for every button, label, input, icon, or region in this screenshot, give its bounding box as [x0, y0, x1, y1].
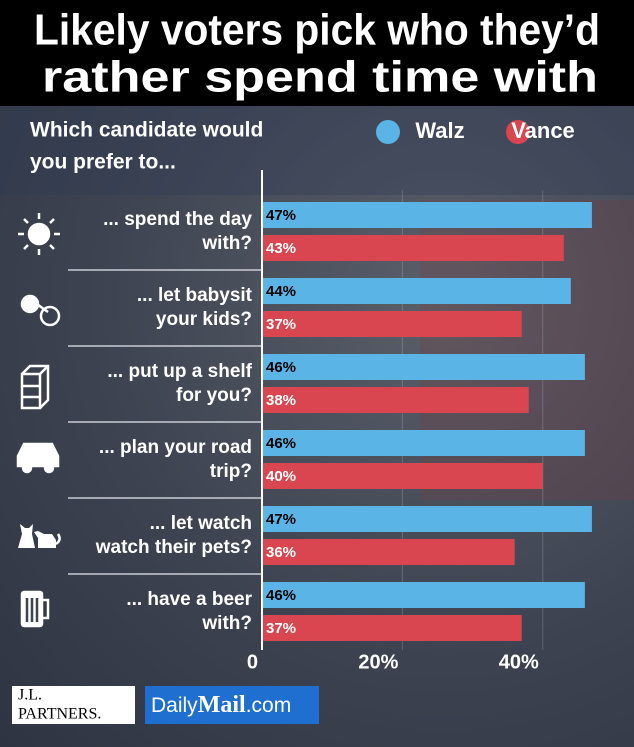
bar — [262, 539, 515, 565]
bar — [262, 506, 592, 532]
bar — [262, 463, 543, 489]
value-label: 46% — [266, 587, 296, 604]
value-label: 38% — [266, 392, 296, 409]
value-label: 37% — [266, 316, 296, 333]
icons — [16, 213, 61, 628]
bar — [262, 202, 592, 228]
pollster-logo — [12, 686, 135, 724]
x-tick-label: 40% — [499, 651, 539, 673]
outlet-part: Mail — [198, 692, 246, 718]
category-label: with? — [201, 233, 252, 254]
value-label: 46% — [266, 359, 296, 376]
subtitle: you prefer to... — [30, 151, 176, 174]
subtitle: Which candidate would — [30, 119, 263, 142]
value-label: 46% — [266, 435, 296, 452]
category-label: ... plan your road — [99, 437, 252, 458]
legend-swatch — [506, 120, 530, 144]
category-label: ... spend the day — [103, 209, 252, 230]
bar — [262, 430, 585, 456]
value-label: 47% — [266, 511, 296, 528]
bar — [262, 582, 585, 608]
category-label: ... let watch — [150, 513, 252, 534]
outlet-part: Daily — [151, 694, 198, 717]
category-label: watch their pets? — [95, 537, 252, 558]
outlet-part: .com — [246, 694, 292, 717]
value-label: 36% — [266, 544, 296, 561]
category-label: trip? — [210, 461, 252, 482]
value-label: 40% — [266, 468, 296, 485]
legend-label: Vance — [511, 118, 575, 143]
bg-field — [0, 105, 634, 195]
shelf-icon — [20, 364, 50, 410]
outlet-name: DailyMail.com — [151, 692, 291, 718]
x-tick-label: 0 — [247, 651, 258, 673]
chart-title: rather spend time with — [42, 53, 598, 102]
bar — [262, 615, 522, 641]
pacifier-icon — [20, 294, 61, 327]
outlet-logo — [145, 686, 319, 724]
bar — [262, 235, 564, 261]
value-label: 47% — [266, 207, 296, 224]
beer-icon — [20, 590, 50, 628]
bar — [262, 278, 571, 304]
category-label: for you? — [176, 385, 252, 406]
legend-label: Walz — [415, 118, 464, 143]
legend-swatch — [376, 120, 400, 144]
title-band — [0, 0, 634, 106]
bar — [262, 311, 522, 337]
bar — [262, 387, 529, 413]
category-label: ... have a beer — [126, 589, 252, 610]
value-label: 44% — [266, 283, 296, 300]
pollster-name: J.L. — [18, 687, 42, 704]
value-label: 37% — [266, 620, 296, 637]
chart-title: Likely voters pick who they’d — [34, 6, 600, 55]
car-icon — [16, 442, 60, 474]
sun-icon — [18, 213, 60, 255]
category-label: with? — [201, 613, 252, 634]
x-tick-label: 20% — [358, 651, 398, 673]
pollster-name: PARTNERS. — [18, 706, 101, 723]
category-label: ... put up a shelf — [107, 361, 252, 382]
bar — [262, 354, 585, 380]
category-label: ... let babysit — [137, 285, 253, 306]
pets-icon — [18, 524, 61, 548]
category-label: your kids? — [156, 309, 252, 330]
value-label: 43% — [266, 240, 296, 257]
